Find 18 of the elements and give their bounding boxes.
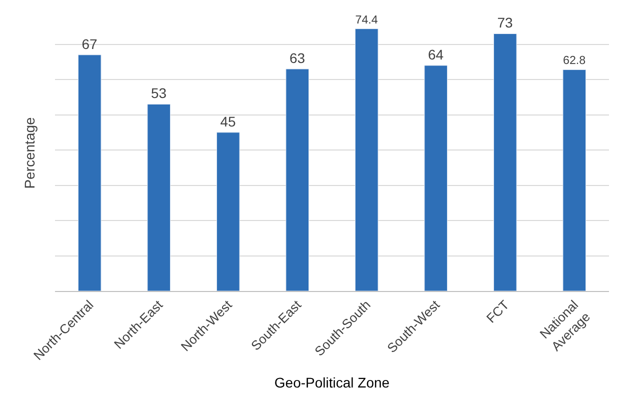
bar [493,33,517,291]
data-label: 63 [289,50,306,66]
data-label: 53 [150,85,167,102]
data-label: 62.8 [562,54,586,68]
bar [354,28,378,291]
data-label: 67 [82,36,98,52]
bar [147,104,171,291]
bar [216,132,240,291]
data-label: 64 [428,46,444,62]
data-label: 74.4 [355,13,378,26]
bar [78,54,102,291]
data-label: 45 [220,113,236,130]
y-axis-title: Percentage [22,116,38,189]
bar [562,69,586,291]
bar [286,68,310,291]
bar [424,65,448,291]
data-label: 73 [497,14,514,31]
x-axis-title: Geo-Political Zone [274,374,390,390]
